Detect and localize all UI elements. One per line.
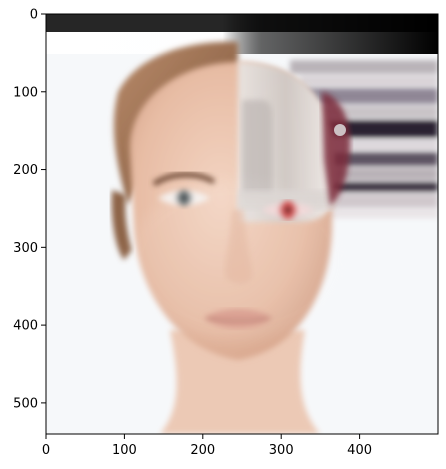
y-tick-label: 300: [13, 241, 38, 256]
top-band-dark: [46, 14, 438, 32]
y-axis: 0 100 200 300 400 500: [13, 8, 46, 411]
y-tick-label: 100: [13, 85, 38, 100]
y-tick-label: 500: [13, 396, 38, 411]
y-tick-label: 200: [13, 163, 38, 178]
y-tick-label: 400: [13, 319, 38, 334]
x-tick-label: 0: [42, 443, 50, 458]
axes-frame: [45, 13, 439, 435]
robot-ear-mechanism: [322, 92, 351, 206]
face-shade: [128, 180, 348, 340]
x-axis: 0 100 200 300 400: [42, 434, 372, 458]
x-tick-label: 300: [269, 443, 294, 458]
robot-panel: [242, 100, 272, 196]
neck: [160, 330, 320, 434]
y-tick-label: 0: [30, 8, 38, 23]
robot-ear-light: [334, 124, 346, 136]
hair-right-edge: [111, 190, 132, 260]
x-tick-label: 400: [347, 443, 372, 458]
x-tick-label: 100: [112, 443, 137, 458]
x-tick-label: 200: [190, 443, 215, 458]
photo: [46, 14, 438, 434]
